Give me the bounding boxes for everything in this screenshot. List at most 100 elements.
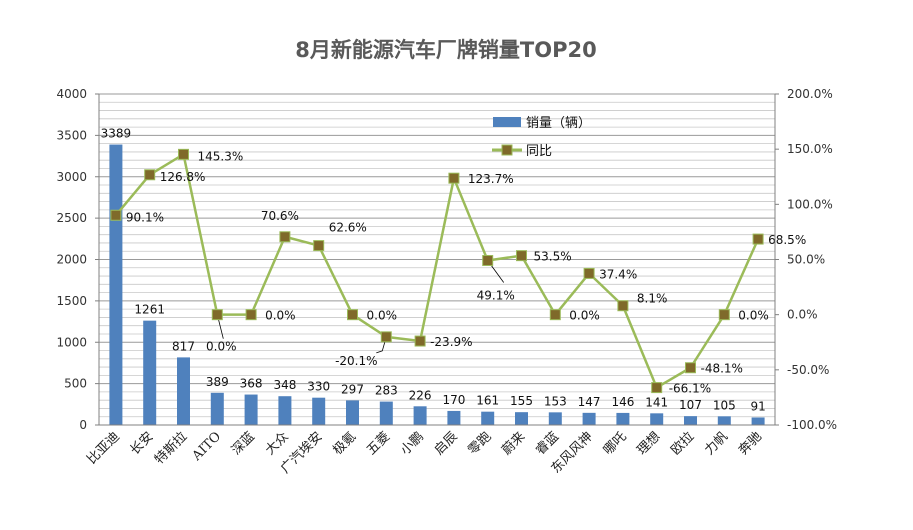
bar (346, 400, 359, 425)
yoy-marker (414, 335, 426, 347)
category-label: 比亚迪 (85, 429, 123, 467)
yoy-marker (752, 233, 764, 245)
bar-value-label: 226 (409, 388, 432, 402)
yoy-value-label: 126.8% (160, 170, 206, 184)
legend-swatch-yoy-marker (501, 144, 513, 156)
bar-value-label: 105 (713, 398, 736, 412)
yoy-value-label: 0.0% (738, 309, 769, 323)
bar-value-label: 283 (375, 384, 398, 398)
bar (143, 320, 157, 425)
yoy-marker (279, 231, 291, 243)
category-label: 小鹏 (398, 429, 427, 458)
category-label: 启辰 (432, 429, 461, 458)
category-label: 欧拉 (668, 429, 697, 458)
yoy-marker (347, 309, 358, 321)
bar (717, 416, 731, 425)
y-left-tick-label: 1500 (56, 294, 87, 308)
yoy-value-label: 0.0% (206, 340, 237, 354)
yoy-marker (448, 172, 460, 184)
legend-swatch-sales (493, 117, 521, 127)
bar (548, 412, 562, 425)
bar-value-label: 147 (578, 395, 601, 409)
yoy-marker (245, 309, 257, 321)
yoy-value-label: 0.0% (265, 309, 296, 323)
legend-label-sales: 销量（辆） (526, 116, 591, 131)
yoy-line (114, 153, 760, 389)
bar-value-label: 817 (172, 339, 195, 353)
bar (177, 357, 190, 425)
y-right-tick-label: -100.0% (787, 418, 837, 432)
bar-value-label: 297 (341, 382, 364, 396)
y-right-tick-label: 150.0% (787, 142, 833, 156)
bar-value-label: 1261 (134, 303, 165, 317)
yoy-marker (110, 209, 122, 221)
bar (650, 413, 664, 425)
yoy-value-label: 90.1% (126, 210, 164, 224)
bar-value-label: 389 (206, 375, 229, 389)
yoy-marker (583, 267, 595, 279)
bar (616, 412, 630, 425)
yoy-value-label: 49.1% (477, 288, 515, 302)
yoy-marker (685, 362, 696, 374)
bar-value-label: 146 (611, 395, 634, 409)
yoy-value-label: 70.6% (261, 209, 299, 223)
bar (515, 412, 528, 425)
yoy-marker (380, 331, 392, 343)
y-left-tick-label: 3000 (56, 170, 87, 184)
category-label: AITO (189, 429, 224, 464)
bar-value-label: 161 (476, 394, 499, 408)
bar-value-label: 170 (442, 393, 465, 407)
yoy-marker (718, 309, 730, 321)
bar-value-label: 153 (544, 394, 567, 408)
yoy-marker (651, 382, 663, 394)
y-left-tick-label: 3500 (56, 128, 87, 142)
category-label: 极氪 (330, 429, 360, 459)
y-right-tick-label: 100.0% (787, 197, 833, 211)
bar-value-label: 155 (510, 394, 533, 408)
yoy-marker (482, 254, 494, 266)
bar-value-label: 91 (750, 399, 765, 413)
yoy-value-label: 53.5% (534, 250, 572, 264)
bar-value-label: 330 (307, 380, 330, 394)
yoy-marker (617, 300, 629, 312)
category-label: 深蓝 (229, 429, 258, 458)
yoy-marker (313, 240, 325, 252)
bar (109, 144, 123, 426)
yoy-marker (178, 148, 189, 160)
bar-value-label: 348 (273, 378, 296, 392)
y-left-tick-label: 500 (64, 377, 87, 391)
yoy-marker (211, 309, 223, 321)
yoy-marker (144, 169, 156, 181)
bar (379, 401, 393, 425)
yoy-value-label: 0.0% (569, 309, 600, 323)
yoy-marker (549, 309, 561, 321)
bar (684, 416, 697, 425)
category-label: 长安 (128, 429, 157, 458)
yoy-value-label: -20.1% (335, 354, 377, 368)
yoy-value-label: 37.4% (599, 267, 637, 281)
yoy-value-label: 145.3% (198, 149, 244, 163)
category-label: 睿蓝 (533, 429, 562, 458)
y-right-tick-label: 50.0% (787, 253, 825, 267)
yoy-value-label: 8.1% (637, 292, 668, 306)
category-label: 特斯拉 (152, 429, 190, 467)
bar (751, 417, 765, 425)
bar-value-label: 107 (679, 398, 702, 412)
yoy-marker (516, 250, 527, 262)
bar-value-label: 368 (240, 377, 263, 391)
chart-title: 8月新能源汽车厂牌销量TOP20 (295, 38, 596, 62)
category-label: 五菱 (364, 429, 393, 458)
yoy-value-label: -66.1% (669, 382, 711, 396)
bar (278, 396, 292, 425)
yoy-value-label: 0.0% (367, 309, 398, 323)
bar (210, 392, 224, 425)
y-left-tick-label: 2000 (56, 253, 87, 267)
bar (447, 410, 461, 425)
bar-value-label: 141 (645, 395, 668, 409)
bar (582, 412, 596, 425)
y-left-tick-label: 0 (79, 418, 87, 432)
bar (413, 406, 427, 425)
yoy-value-label: 62.6% (329, 221, 367, 235)
